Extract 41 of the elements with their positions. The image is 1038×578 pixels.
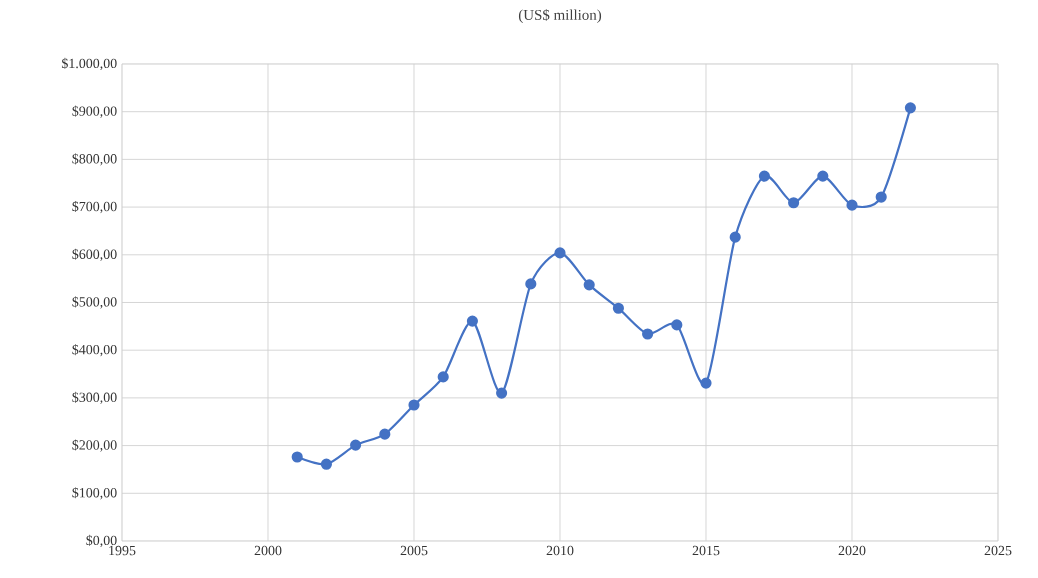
point	[291, 451, 303, 463]
y-tick-label: $100,00	[72, 487, 117, 500]
x-tick-label: 2000	[254, 545, 282, 556]
x-tick-label: 2025	[984, 545, 1012, 556]
chart-title: (US$ million)	[518, 9, 602, 23]
y-tick-label: $1.000,00	[61, 57, 117, 71]
point	[671, 319, 683, 331]
point	[496, 387, 508, 399]
x-tick-label: 2020	[838, 545, 866, 556]
point	[846, 199, 858, 211]
x-tick-label: 1995	[109, 545, 136, 556]
point	[729, 231, 741, 243]
point	[525, 278, 537, 290]
y-tick-label: $900,00	[72, 105, 117, 118]
point	[583, 279, 595, 291]
x-tick-label: 2005	[400, 545, 428, 556]
y-tick-label: $200,00	[72, 439, 117, 452]
point	[379, 428, 391, 440]
point	[700, 377, 712, 389]
point	[817, 170, 829, 182]
y-tick-label: $600,00	[72, 248, 117, 261]
point	[466, 315, 478, 327]
point	[875, 191, 887, 203]
point	[437, 371, 449, 383]
y-tick-label: $500,00	[72, 296, 117, 309]
point	[758, 170, 770, 182]
y-tick-label: $0,00	[86, 534, 117, 548]
y-tick-label: $700,00	[72, 200, 117, 214]
x-tick-label: 2015	[692, 545, 720, 556]
point	[642, 328, 654, 340]
point	[408, 399, 420, 411]
x-tick-label: 2010	[546, 545, 574, 556]
point	[612, 302, 624, 314]
y-tick-label: $400,00	[72, 344, 117, 357]
y-tick-label: $800,00	[72, 153, 117, 166]
point	[350, 439, 362, 451]
y-tick-label: $300,00	[72, 391, 117, 404]
point	[320, 458, 332, 470]
point	[788, 197, 800, 209]
point	[904, 102, 916, 114]
point	[554, 247, 566, 259]
